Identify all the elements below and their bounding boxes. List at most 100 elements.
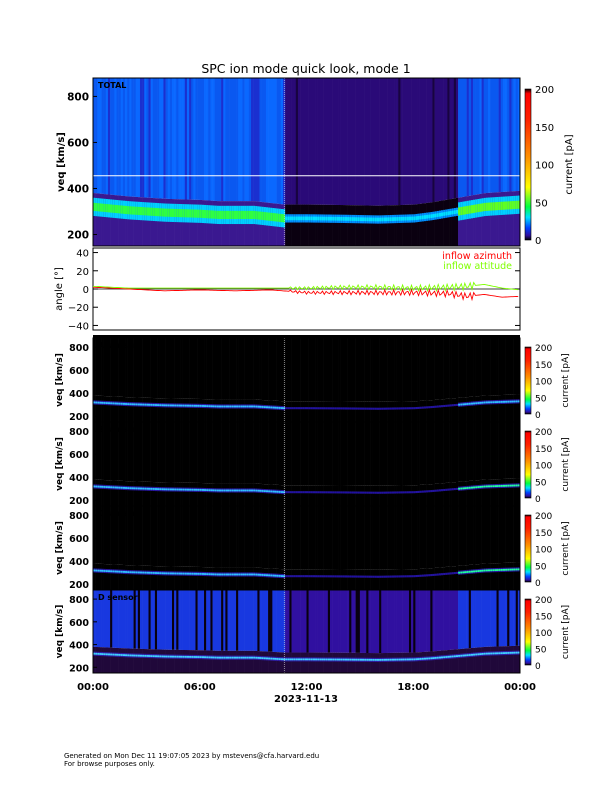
spectrogram-band-core (466, 205, 470, 214)
spectrogram-cell (321, 569, 324, 590)
spectrogram-cell (490, 506, 493, 564)
spectrogram-cell (154, 590, 158, 650)
spectrogram-band-core (406, 658, 410, 661)
spectrogram-cell (274, 338, 277, 401)
spectrogram-band-core (116, 486, 119, 489)
spectrogram-cell (402, 422, 406, 486)
spectrogram-band-core (368, 408, 371, 410)
spectrogram-cell (227, 506, 230, 568)
spectrogram-cell (308, 78, 312, 205)
spectrogram-band-core (218, 405, 222, 408)
spectrogram-cell (362, 78, 365, 206)
spectrogram-cell (107, 78, 111, 195)
spectrogram-cell (289, 590, 292, 653)
spectrogram-cell (426, 422, 429, 485)
spectrogram-cell (280, 652, 284, 673)
spectrogram-cell (253, 506, 256, 568)
spectrogram-band-core (312, 407, 316, 409)
spectrogram-band-core (374, 492, 378, 494)
colorbar-tick-label: 50 (535, 562, 547, 572)
spectrogram-cell (400, 204, 403, 246)
spectrogram-cell (131, 397, 134, 422)
spectrogram-cell (285, 401, 288, 422)
spectrogram-band-core (127, 654, 130, 657)
spectrogram-band-core (355, 576, 359, 578)
spectrogram-cell (374, 506, 378, 570)
spectrogram-cell (131, 422, 134, 482)
spectrogram-cell (379, 78, 382, 206)
spectrogram-cell (364, 338, 367, 402)
spectrogram-cell (513, 338, 517, 395)
spectrogram-band-core (338, 658, 341, 661)
spectrogram-cell (432, 202, 435, 246)
spectrogram-cell (500, 192, 504, 246)
spectrogram-cell (447, 482, 450, 506)
spectrogram-cell (112, 647, 115, 673)
spectrogram-cell (165, 198, 169, 246)
spectrogram-cell (451, 198, 455, 246)
spectrogram-cell (391, 338, 395, 402)
spectrogram-band-core (451, 655, 455, 658)
spectrogram-cell (174, 649, 177, 673)
spectrogram-band-core (342, 407, 346, 409)
spectrogram-band-core (176, 208, 179, 218)
spectrogram-band-core (455, 209, 459, 214)
spectrogram-cell (114, 396, 117, 422)
spectrogram-cell (419, 422, 423, 485)
spectrogram-cell (319, 338, 322, 402)
spectrogram-band-core (419, 215, 423, 220)
spectrogram-cell (139, 197, 143, 246)
spectrogram-cell (466, 78, 470, 197)
spectrogram-cell (441, 200, 444, 246)
spectrogram-cell (449, 482, 452, 506)
spectrogram-band-core (379, 408, 382, 410)
spectrogram-cell (315, 506, 318, 570)
spectrogram-cell (321, 506, 324, 570)
y-tick-label: 600 (69, 450, 89, 461)
spectrogram-cell (165, 398, 169, 422)
spectrogram-cell (261, 568, 265, 590)
spectrogram-cell (148, 590, 151, 650)
spectrogram-cell (387, 485, 391, 506)
spectrogram-cell (272, 484, 275, 506)
spectrogram-band-core (178, 655, 181, 658)
spectrogram-cell (99, 422, 102, 480)
spectrogram-cell (364, 569, 367, 590)
spectrogram-cell (432, 338, 435, 401)
spectrogram-cell (368, 506, 371, 570)
spectrogram-cell (334, 204, 337, 246)
spectrogram-cell (475, 506, 478, 565)
spectrogram-cell (470, 564, 474, 590)
spectrogram-band-core (483, 485, 487, 488)
spectrogram-cell (157, 506, 160, 567)
spectrogram-cell (359, 485, 363, 506)
spectrogram-band-core (148, 207, 151, 216)
spectrogram-band-core (372, 217, 376, 222)
spectrogram-cell (477, 480, 480, 506)
spectrogram-cell (430, 202, 433, 246)
spectrogram-band-core (385, 576, 388, 578)
spectrogram-band-core (310, 216, 314, 221)
spectrogram-cell (466, 590, 470, 649)
spectrogram-cell (389, 485, 393, 506)
spectrogram-cell (133, 648, 136, 673)
spectrogram-band-core (329, 575, 333, 577)
spectrogram-band-core (180, 488, 183, 491)
spectrogram-cell (176, 482, 179, 506)
spectrogram-band-core (445, 211, 448, 216)
spectrogram-cell (208, 422, 211, 484)
spectrogram-cell (344, 205, 348, 246)
spectrogram-band-core (475, 653, 478, 656)
spectrogram-cell (408, 652, 412, 673)
spectrogram-band-core (171, 572, 175, 575)
spectrogram-band-core (351, 217, 354, 221)
spectrogram-band-core (210, 489, 213, 492)
spectrogram-band-core (120, 402, 124, 405)
panel-label: A sensor (98, 341, 137, 350)
spectrogram-cell (411, 590, 414, 653)
spectrogram-band-core (473, 204, 476, 213)
spectrogram-cell (146, 197, 149, 246)
spectrogram-cell (415, 204, 418, 246)
spectrogram-band-core (263, 406, 267, 408)
spectrogram-cell (353, 78, 356, 206)
